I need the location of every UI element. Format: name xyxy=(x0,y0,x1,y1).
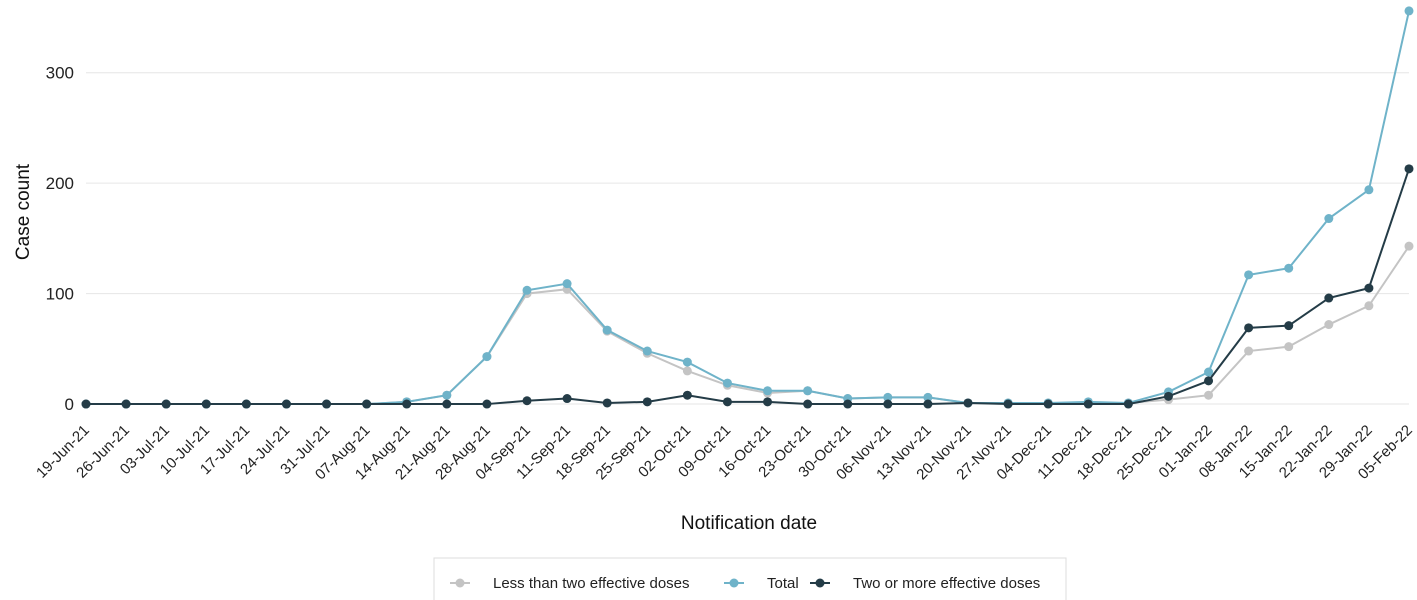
data-point xyxy=(482,399,492,409)
data-point xyxy=(241,399,251,409)
y-tick-label: 300 xyxy=(46,64,74,83)
data-point xyxy=(1204,367,1214,377)
y-axis-ticks: 0 100 200 300 xyxy=(46,64,74,414)
data-point xyxy=(1404,6,1414,16)
data-point xyxy=(1324,320,1334,330)
data-point xyxy=(923,392,933,402)
legend-label: Two or more effective doses xyxy=(853,575,1040,592)
data-point xyxy=(522,396,532,406)
data-point xyxy=(963,398,973,408)
gridlines xyxy=(86,72,1409,405)
series-line xyxy=(86,168,1410,406)
data-point xyxy=(1204,376,1214,386)
y-tick-label: 200 xyxy=(46,174,74,193)
data-point xyxy=(1003,399,1013,409)
legend-box xyxy=(433,557,1067,600)
data-point xyxy=(362,399,372,409)
data-point xyxy=(322,399,332,409)
data-point xyxy=(602,325,612,335)
data-point xyxy=(1284,321,1294,331)
legend-marker xyxy=(455,578,465,588)
data-point xyxy=(482,352,492,362)
data-point xyxy=(682,357,692,367)
data-point xyxy=(1204,390,1214,400)
data-point xyxy=(602,398,612,408)
data-point xyxy=(682,366,692,376)
data-point xyxy=(1043,399,1053,409)
legend-label: Total xyxy=(767,575,799,592)
data-point xyxy=(1244,346,1254,356)
data-point xyxy=(1123,399,1133,409)
data-point xyxy=(883,392,893,402)
data-point xyxy=(81,399,91,409)
data-point xyxy=(1404,241,1414,251)
data-point xyxy=(201,399,211,409)
y-tick-label: 100 xyxy=(46,285,74,304)
data-point xyxy=(1364,301,1374,311)
data-point xyxy=(402,399,412,409)
data-point xyxy=(843,399,853,409)
data-point xyxy=(1404,164,1414,174)
x-axis-ticks: 19-Jun-2126-Jun-2103-Jul-2110-Jul-2117-J… xyxy=(33,422,1416,484)
data-point xyxy=(442,399,452,409)
data-point xyxy=(1244,270,1254,280)
data-point xyxy=(763,386,773,396)
series-line xyxy=(86,10,1410,406)
data-point xyxy=(1324,293,1334,303)
data-point xyxy=(1284,263,1294,273)
legend-marker xyxy=(729,578,739,588)
data-point xyxy=(562,279,572,289)
data-point xyxy=(642,346,652,356)
data-point xyxy=(522,285,532,295)
data-point xyxy=(1244,323,1254,333)
series-group xyxy=(81,6,1414,409)
data-point xyxy=(803,386,813,396)
x-axis-title: Notification date xyxy=(681,513,817,534)
series xyxy=(81,164,1414,409)
series xyxy=(81,241,1414,409)
data-point xyxy=(1364,185,1374,195)
data-point xyxy=(161,399,171,409)
data-point xyxy=(442,390,452,400)
data-point xyxy=(883,399,893,409)
data-point xyxy=(1163,391,1173,401)
data-point xyxy=(562,394,572,404)
data-point xyxy=(763,397,773,407)
data-point xyxy=(642,397,652,407)
data-point xyxy=(923,399,933,409)
y-tick-label: 0 xyxy=(65,395,74,414)
data-point xyxy=(121,399,131,409)
data-point xyxy=(722,378,732,388)
legend: Less than two effective doses Total Two or… xyxy=(433,557,1067,600)
data-point xyxy=(1284,342,1294,352)
data-point xyxy=(281,399,291,409)
data-point xyxy=(1083,399,1093,409)
data-point xyxy=(803,399,813,409)
series xyxy=(81,6,1414,409)
data-point xyxy=(1324,214,1334,224)
y-axis-title: Case count xyxy=(13,163,34,260)
legend-label: Less than two effective doses xyxy=(493,575,690,592)
data-point xyxy=(682,390,692,400)
data-point xyxy=(722,397,732,407)
legend-marker xyxy=(815,578,825,588)
data-point xyxy=(1364,283,1374,293)
